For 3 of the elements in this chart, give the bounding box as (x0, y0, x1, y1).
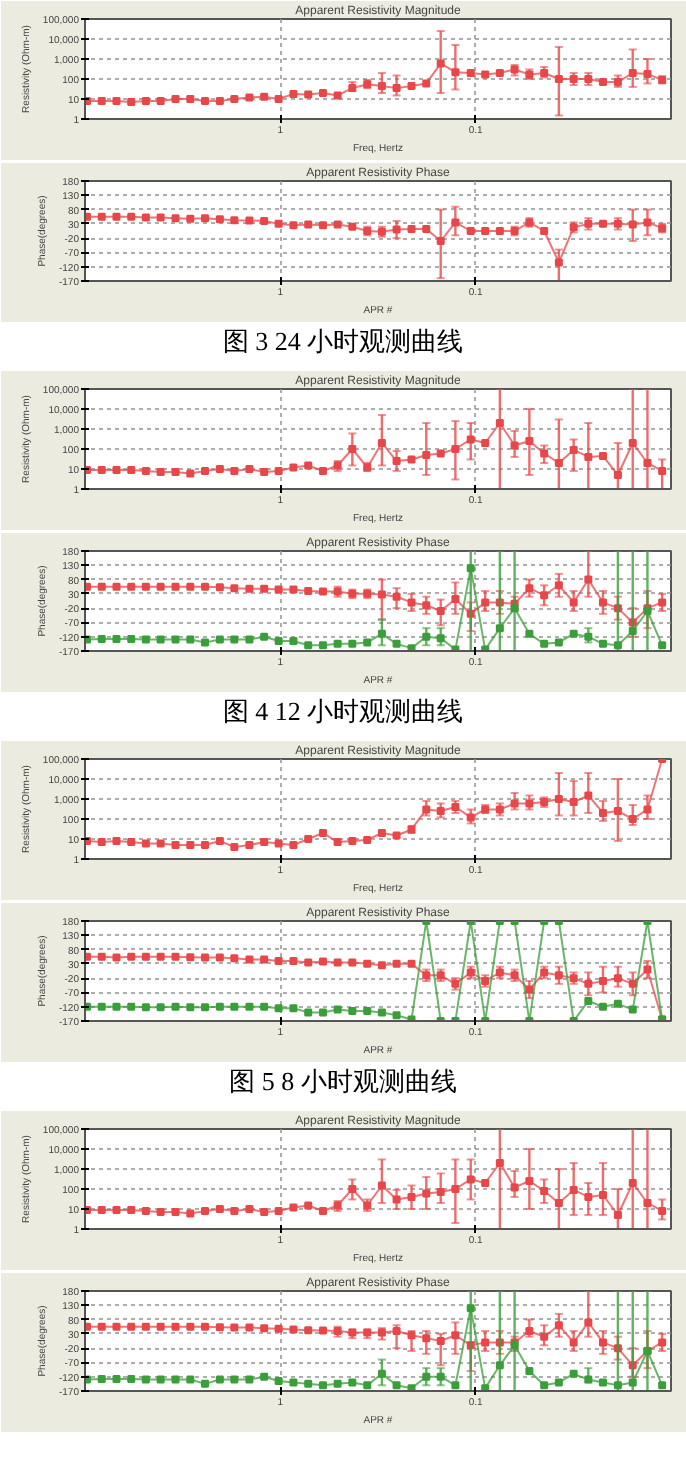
caption: 图 4 12 小时观测曲线 (222, 694, 464, 730)
caption: 图 5 8 小时观测曲线 (229, 1064, 457, 1100)
caption: 图 3 24 小时观测曲线 (222, 324, 464, 360)
